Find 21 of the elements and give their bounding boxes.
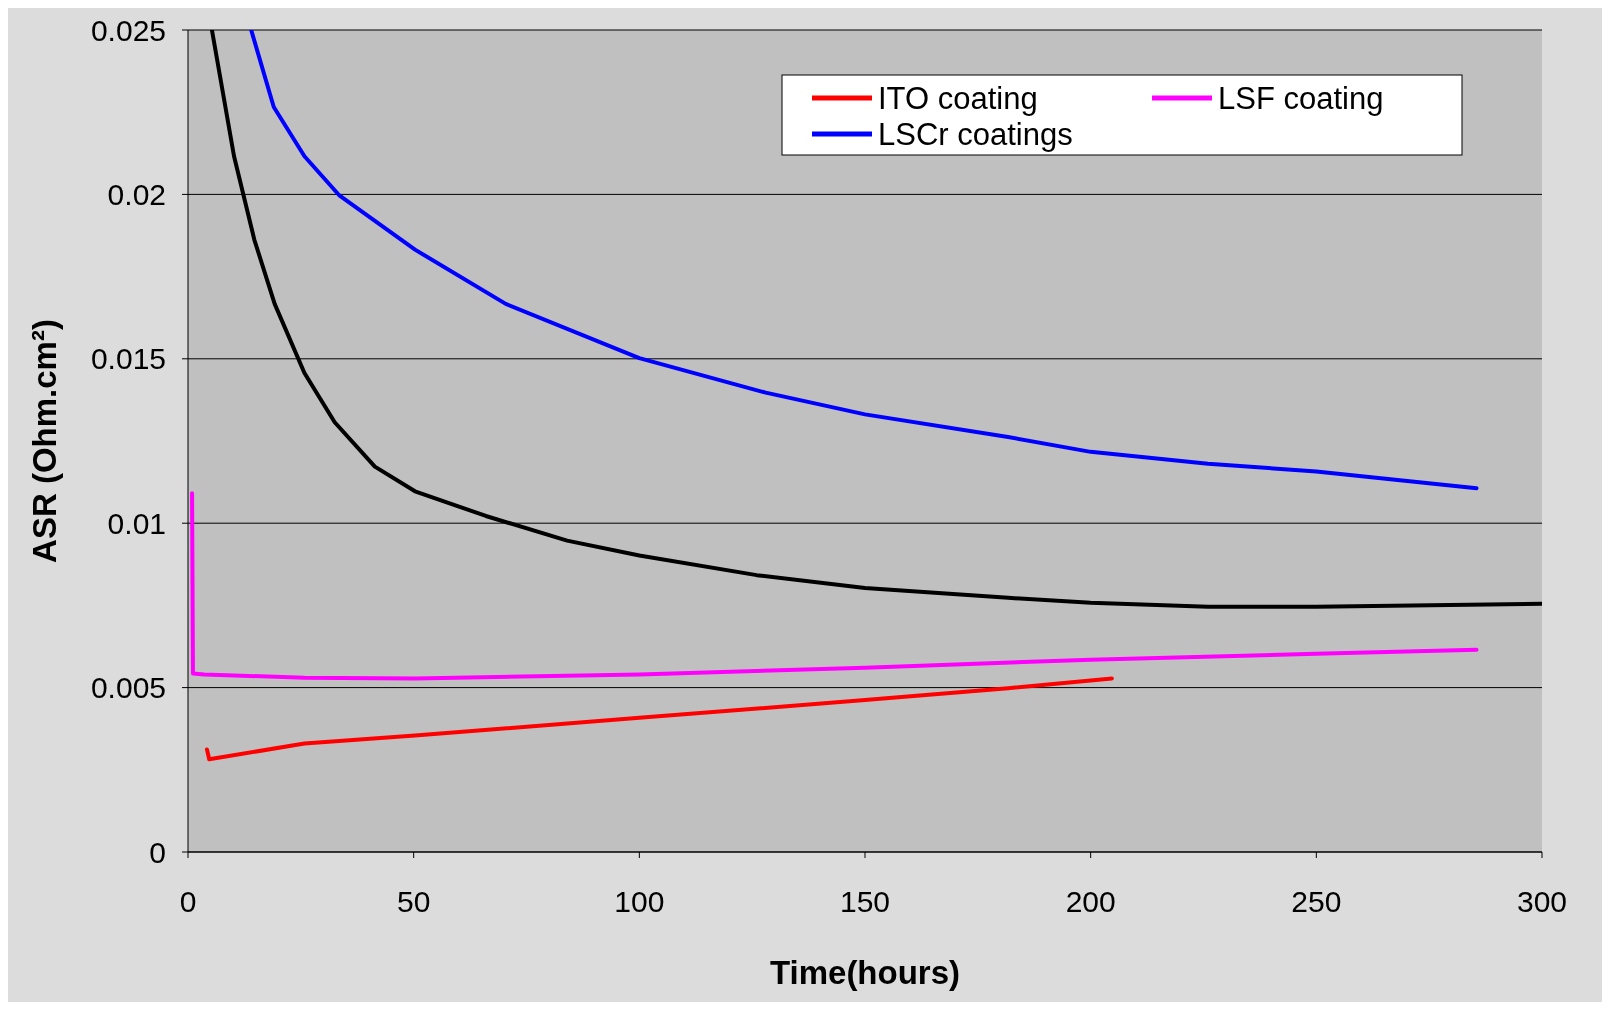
line-series <box>204 676 1114 762</box>
x-axis-title: Time(hours) <box>769 954 961 991</box>
x-tick-label: 250 <box>1291 885 1342 918</box>
x-tick-label: 200 <box>1065 885 1116 918</box>
line-series <box>190 491 1479 681</box>
legend-label: ITO coating <box>878 80 1038 116</box>
y-tick-label: 0.005 <box>90 671 166 705</box>
y-tick-label: 0.025 <box>90 13 166 47</box>
x-tick-label: 300 <box>1516 885 1568 918</box>
y-tick-label: 0.02 <box>107 177 166 211</box>
y-axis-title: ASR (Ohm.cm²) <box>26 319 63 563</box>
legend-label: LSF coating <box>1218 80 1384 116</box>
x-tick-label: 0 <box>179 885 197 918</box>
x-tick-label: 150 <box>839 885 891 918</box>
x-tick-label: 50 <box>396 885 431 918</box>
y-tick-label: 0 <box>149 835 166 869</box>
x-tick-label: 100 <box>614 885 665 918</box>
y-tick-label: 0.01 <box>107 506 166 540</box>
legend-label: LSCr coatings <box>878 116 1073 152</box>
line-series <box>249 30 1479 491</box>
y-tick-label: 0.015 <box>90 342 166 376</box>
